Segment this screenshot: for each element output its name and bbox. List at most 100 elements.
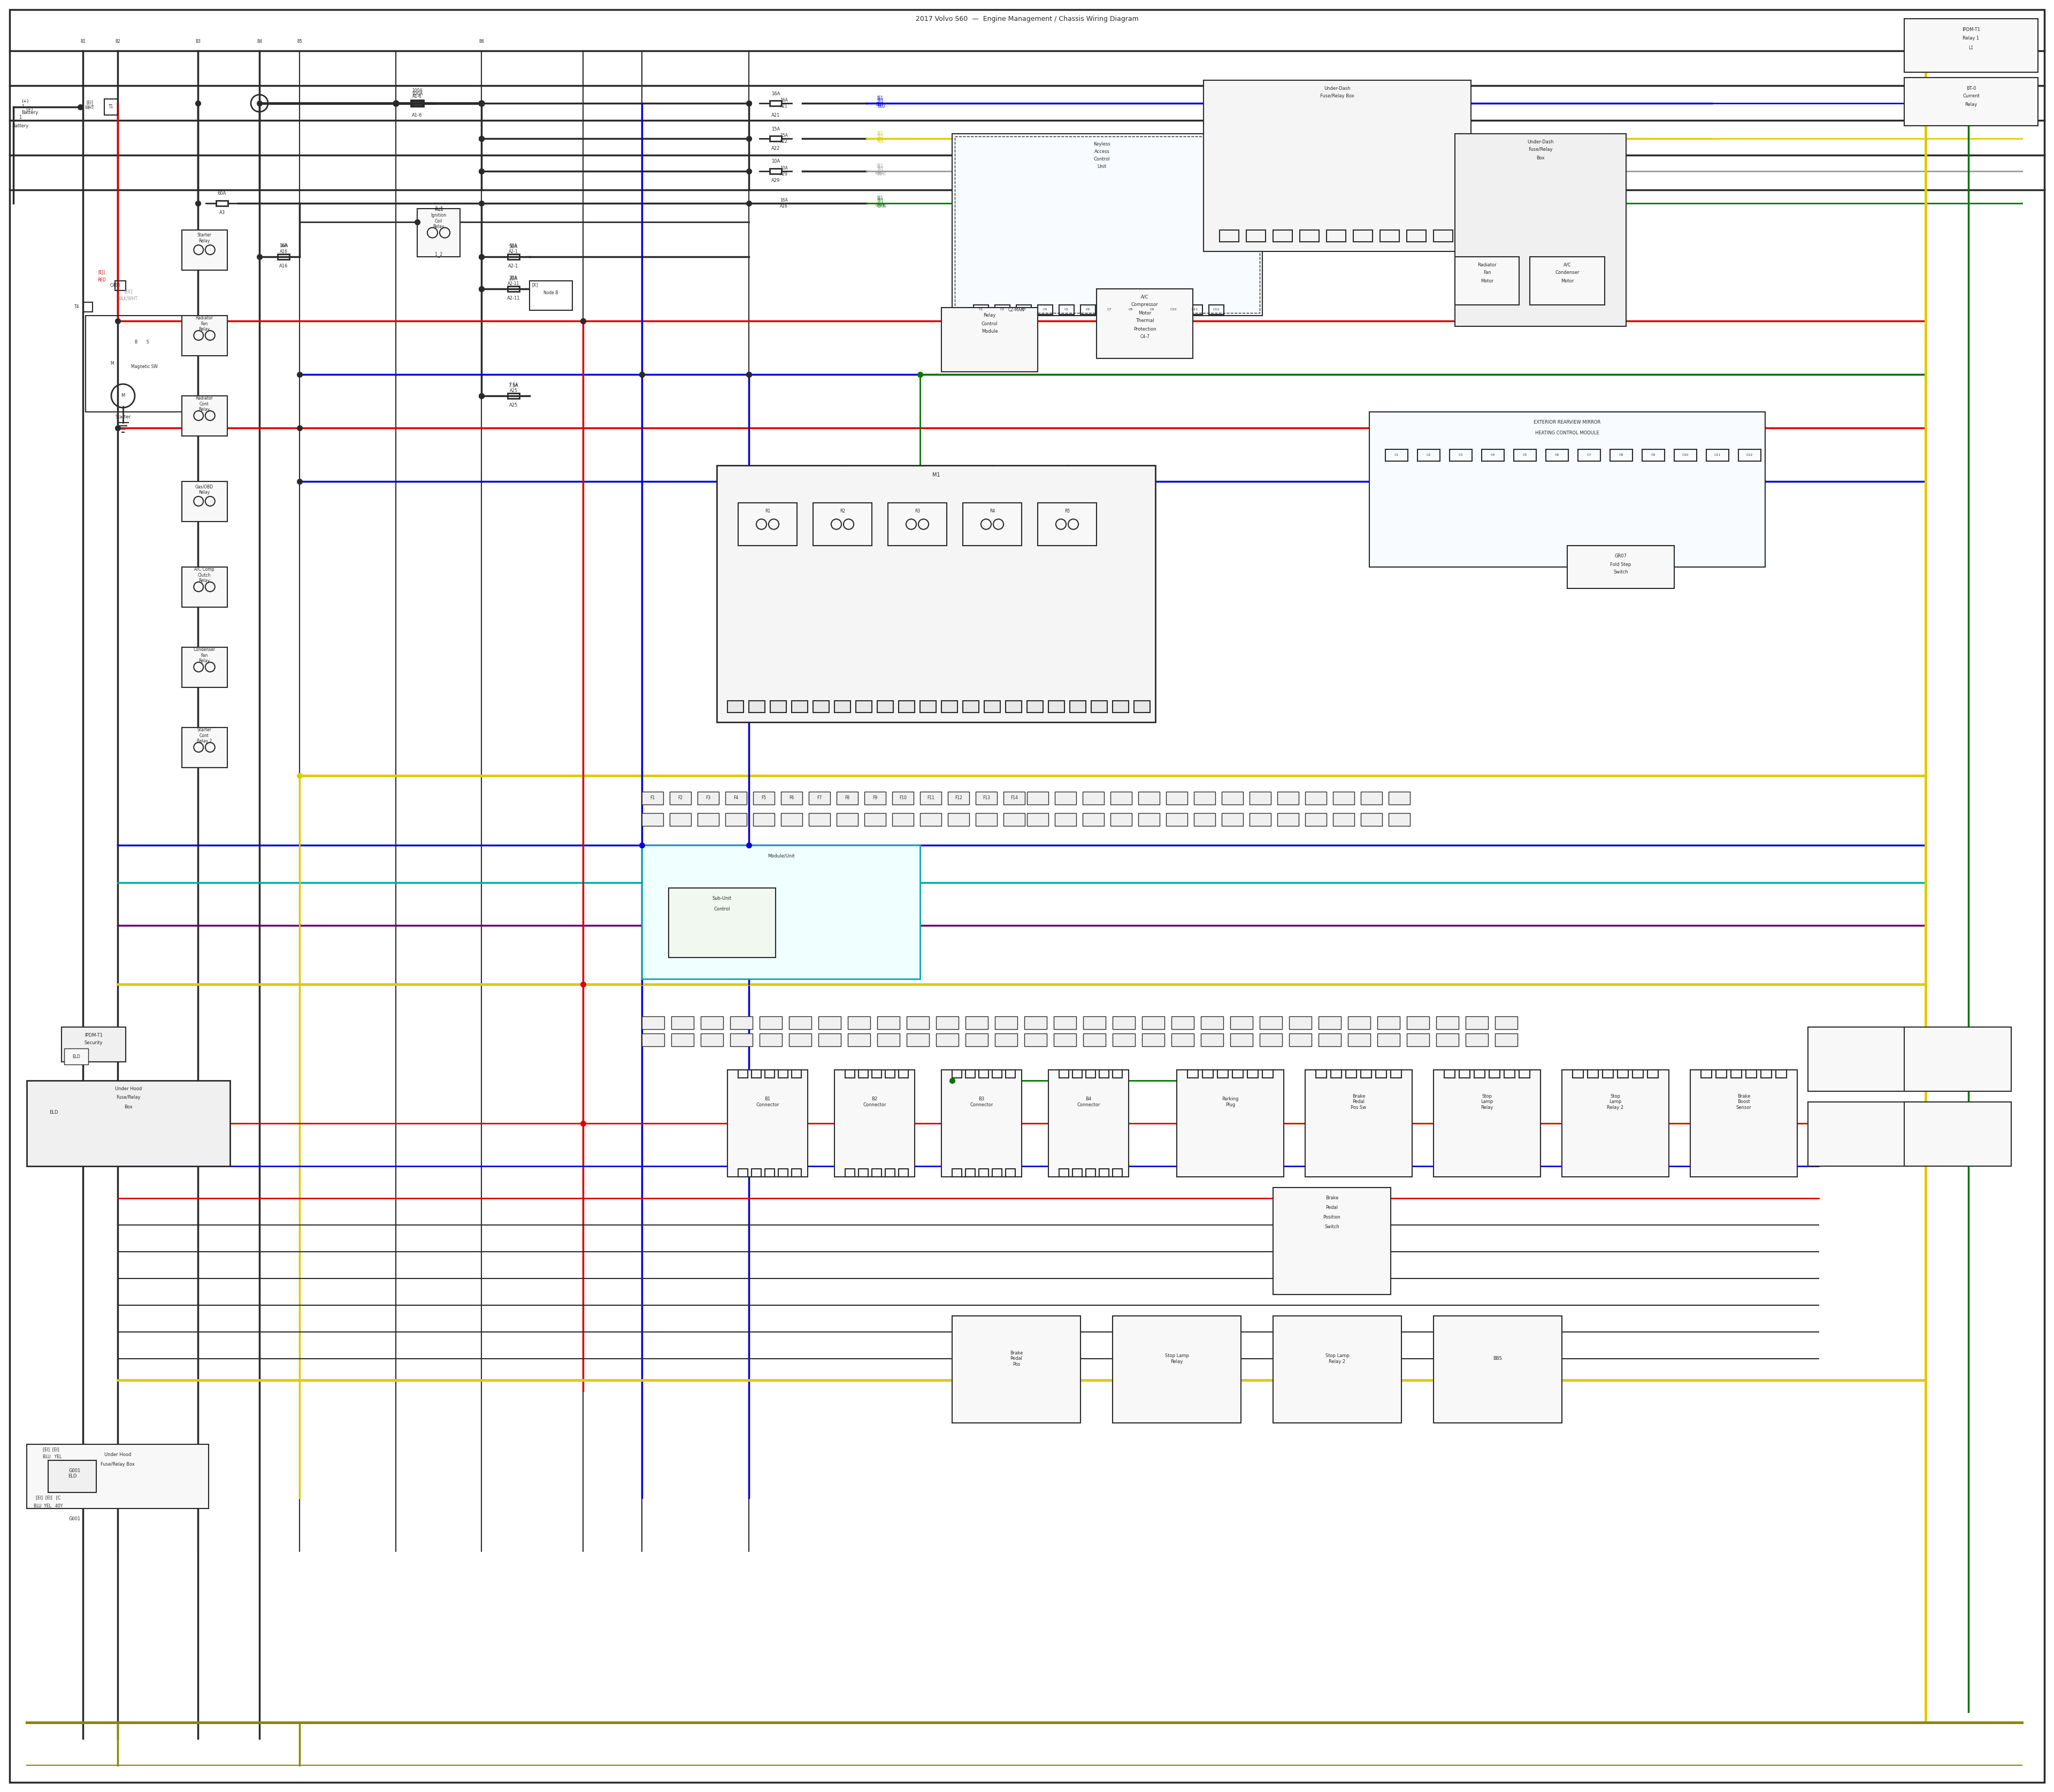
- Bar: [183, 229, 228, 271]
- Text: Sub-Unit: Sub-Unit: [713, 896, 731, 901]
- Text: R5: R5: [1064, 509, 1070, 514]
- Text: F8: F8: [844, 796, 850, 801]
- Text: F11: F11: [926, 796, 935, 801]
- Bar: [1904, 18, 2038, 72]
- Text: EXTERIOR REARVIEW MIRROR: EXTERIOR REARVIEW MIRROR: [1534, 419, 1600, 425]
- Bar: [891, 814, 914, 826]
- Bar: [641, 1034, 663, 1047]
- Bar: [417, 208, 460, 256]
- Text: ELD: ELD: [68, 1475, 76, 1478]
- Bar: [994, 1016, 1017, 1029]
- Bar: [700, 1016, 723, 1029]
- Text: 7.5A: 7.5A: [509, 383, 518, 389]
- Bar: [1304, 814, 1327, 826]
- Bar: [1056, 814, 1076, 826]
- Bar: [727, 1070, 807, 1177]
- Text: F2: F2: [678, 796, 682, 801]
- Bar: [760, 1016, 783, 1029]
- Bar: [183, 396, 228, 435]
- Bar: [1142, 1016, 1165, 1029]
- Bar: [1082, 1034, 1105, 1047]
- Bar: [1674, 450, 1697, 461]
- Text: Brake
Pedal
Pos: Brake Pedal Pos: [1011, 1351, 1023, 1367]
- Bar: [920, 701, 937, 713]
- Bar: [781, 792, 803, 805]
- Text: Fuse/Relay Box: Fuse/Relay Box: [1321, 93, 1354, 99]
- Text: Protection: Protection: [1134, 326, 1156, 332]
- Bar: [1004, 814, 1025, 826]
- Text: 16A
A16: 16A A16: [279, 244, 288, 254]
- Text: Brake
Boost
Sensor: Brake Boost Sensor: [1736, 1093, 1752, 1109]
- Text: F13: F13: [982, 796, 990, 801]
- Bar: [105, 99, 117, 115]
- Text: Parking
Plug: Parking Plug: [1222, 1097, 1239, 1107]
- Text: M1: M1: [933, 473, 941, 478]
- Bar: [1602, 1070, 1612, 1077]
- Bar: [836, 792, 859, 805]
- Bar: [891, 792, 914, 805]
- Bar: [1808, 1027, 1914, 1091]
- Text: GR07: GR07: [1614, 554, 1627, 559]
- Text: Control: Control: [1093, 158, 1109, 161]
- Text: C2-MAN: C2-MAN: [1009, 308, 1025, 312]
- Bar: [1167, 814, 1187, 826]
- Text: M: M: [111, 362, 115, 366]
- Text: Motor: Motor: [1561, 278, 1573, 283]
- Bar: [1278, 792, 1298, 805]
- Text: Switch: Switch: [1325, 1224, 1339, 1229]
- Text: C4-7: C4-7: [1140, 335, 1150, 339]
- Bar: [1056, 792, 1076, 805]
- Bar: [770, 136, 781, 142]
- Text: C2: C2: [1000, 308, 1004, 312]
- Text: F6: F6: [789, 796, 795, 801]
- Bar: [1060, 1168, 1068, 1177]
- Bar: [1290, 1034, 1313, 1047]
- Bar: [877, 1034, 900, 1047]
- Text: R4: R4: [990, 509, 994, 514]
- Text: C10: C10: [1171, 308, 1177, 312]
- Bar: [1138, 814, 1161, 826]
- Text: Starter: Starter: [115, 414, 131, 419]
- Bar: [789, 1034, 811, 1047]
- Text: [EI]  [EI]: [EI] [EI]: [43, 1448, 60, 1452]
- Text: F1: F1: [651, 796, 655, 801]
- Bar: [1222, 814, 1243, 826]
- Bar: [1347, 1034, 1370, 1047]
- Bar: [865, 792, 885, 805]
- Bar: [1547, 450, 1569, 461]
- Text: Current: Current: [1962, 93, 1980, 99]
- Bar: [809, 792, 830, 805]
- Bar: [752, 1168, 762, 1177]
- Text: [E]
BLU: [E] BLU: [877, 99, 885, 109]
- Bar: [752, 1070, 762, 1077]
- Bar: [836, 814, 859, 826]
- Text: IPDM-T1: IPDM-T1: [84, 1032, 103, 1038]
- Text: [E]: [E]: [877, 163, 883, 168]
- Bar: [906, 1016, 928, 1029]
- Text: C6: C6: [1087, 308, 1091, 312]
- Bar: [965, 1034, 988, 1047]
- Bar: [1087, 1168, 1095, 1177]
- Bar: [1407, 1034, 1430, 1047]
- Text: 15A
A22: 15A A22: [781, 133, 789, 143]
- Bar: [760, 1034, 783, 1047]
- Text: F3: F3: [707, 796, 711, 801]
- Bar: [791, 701, 807, 713]
- Text: Radiator
Cont
Relay: Radiator Cont Relay: [195, 396, 214, 412]
- Text: 7.5A
A25: 7.5A A25: [509, 383, 518, 392]
- Bar: [764, 1168, 774, 1177]
- Bar: [906, 1034, 928, 1047]
- Text: B4
Connector: B4 Connector: [1076, 1097, 1101, 1107]
- Text: F7: F7: [817, 796, 822, 801]
- Text: WHT: WHT: [875, 170, 885, 176]
- Bar: [411, 100, 423, 106]
- Bar: [1202, 1070, 1214, 1077]
- Text: Fuse/Relay Box: Fuse/Relay Box: [101, 1462, 136, 1468]
- Bar: [1360, 1070, 1372, 1077]
- Text: C1: C1: [980, 308, 984, 312]
- Bar: [1417, 450, 1440, 461]
- Text: Motor: Motor: [1481, 278, 1493, 283]
- Bar: [1354, 229, 1372, 242]
- Bar: [963, 701, 980, 713]
- Bar: [791, 1070, 801, 1077]
